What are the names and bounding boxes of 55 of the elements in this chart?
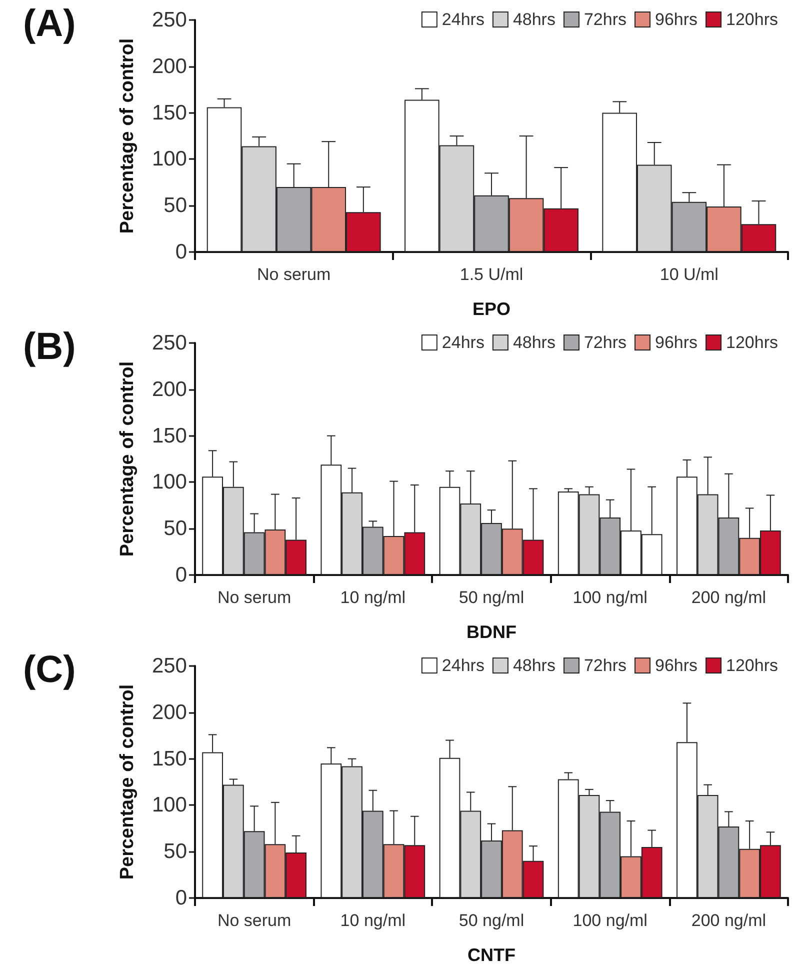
x-tick-label: 50 ng/ml [458,588,524,607]
legend-label: 120hrs [726,656,778,675]
legend-label: 72hrs [584,10,626,29]
x-tick-label: 100 ng/ml [572,588,648,607]
y-tick-label: 100 [152,794,187,817]
x-axis-title: EPO [472,299,511,319]
y-tick-label: 200 [152,54,187,78]
x-axis-title: BDNF [466,622,516,642]
legend-label: 120hrs [726,10,778,29]
legend-label: 24hrs [442,10,484,29]
legend-label: 120hrs [726,333,778,352]
y-tick-label: 100 [152,148,187,171]
chart-title: (A) [23,3,76,45]
x-tick-label: No serum [217,911,292,930]
y-tick-label: 100 [152,470,187,494]
legend-label: 24hrs [442,333,484,352]
legend-label: 48hrs [512,333,556,352]
y-tick-label: 0 [175,886,187,910]
y-tick-label: 200 [152,378,187,401]
x-tick-label: 1.5 U/ml [460,265,524,284]
y-axis-title: Percentage of control [117,684,138,880]
y-axis-title: Percentage of control [117,38,138,234]
y-tick-label: 250 [152,654,187,678]
y-tick-label: 0 [175,240,187,264]
y-axis-title: Percentage of control [117,361,138,557]
x-tick-label: 10 U/ml [660,265,718,284]
legend-label: 96hrs [654,656,698,675]
x-axis-title: CNTF [468,945,516,965]
x-tick-label: 100 ng/ml [572,911,648,930]
y-tick-label: 50 [164,194,187,218]
legend-label: 48hrs [512,656,556,675]
legend-label: 48hrs [512,10,556,29]
x-tick-label: 10 ng/ml [340,911,406,930]
legend-label: 72hrs [584,656,626,675]
x-tick-label: 10 ng/ml [340,588,406,607]
legend-label: 24hrs [442,656,484,675]
x-tick-label: 50 ng/ml [458,911,524,930]
x-tick-label: 200 ng/ml [691,588,766,607]
chart-title: (B) [23,326,76,368]
y-tick-label: 150 [152,101,187,124]
x-tick-label: No serum [217,588,292,607]
y-tick-label: 200 [152,700,187,724]
chart-title: (C) [23,649,76,691]
y-tick-label: 50 [164,840,187,864]
x-tick-label: 200 ng/ml [691,911,766,930]
y-tick-label: 150 [152,424,187,448]
y-tick-label: 150 [152,747,187,770]
y-tick-label: 250 [152,332,187,354]
x-tick-label: No serum [256,265,331,284]
legend-label: 96hrs [654,10,698,29]
y-tick-label: 50 [164,517,187,540]
legend-label: 96hrs [654,333,698,352]
y-tick-label: 250 [152,8,187,32]
y-tick-label: 0 [175,564,187,586]
legend-label: 72hrs [584,333,626,352]
